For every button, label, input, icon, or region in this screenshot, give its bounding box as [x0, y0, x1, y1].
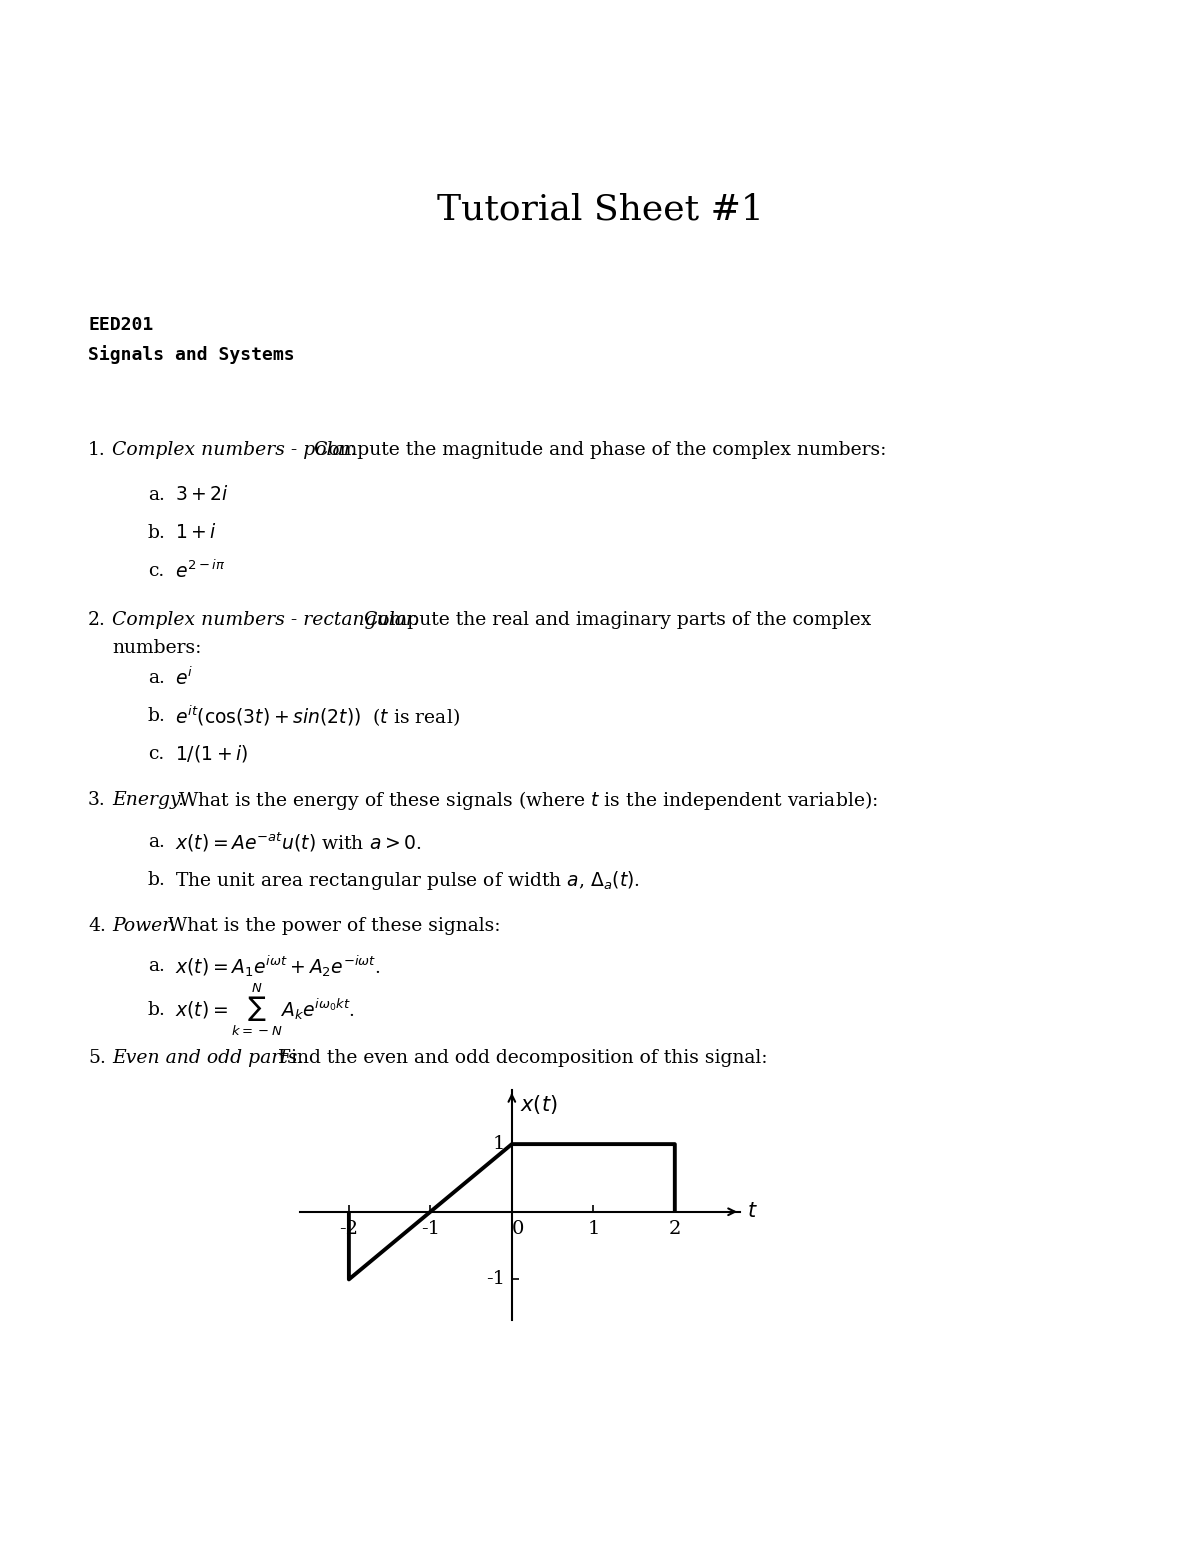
Text: b.: b.: [148, 871, 166, 888]
Text: $x(t) = Ae^{-at}u(t)$ with $a > 0$.: $x(t) = Ae^{-at}u(t)$ with $a > 0$.: [175, 831, 421, 854]
Text: $1 + i$: $1 + i$: [175, 523, 217, 542]
Text: 3.: 3.: [88, 790, 106, 809]
Text: Even and odd parts.: Even and odd parts.: [112, 1048, 304, 1067]
Text: 2: 2: [668, 1221, 682, 1238]
Text: c.: c.: [148, 745, 164, 763]
Text: b.: b.: [148, 707, 166, 725]
Text: $e^{2-i\pi}$: $e^{2-i\pi}$: [175, 561, 226, 582]
Text: 5.: 5.: [88, 1048, 106, 1067]
Text: Power.: Power.: [112, 916, 175, 935]
Text: The unit area rectangular pulse of width $a$, $\Delta_a(t)$.: The unit area rectangular pulse of width…: [175, 868, 640, 891]
Text: Find the even and odd decomposition of this signal:: Find the even and odd decomposition of t…: [278, 1048, 768, 1067]
Text: $x(t) = A_1 e^{i\omega t} + A_2 e^{-i\omega t}$.: $x(t) = A_1 e^{i\omega t} + A_2 e^{-i\om…: [175, 954, 380, 978]
Text: 1: 1: [587, 1221, 600, 1238]
Text: 1.: 1.: [88, 441, 106, 460]
Text: What is the power of these signals:: What is the power of these signals:: [168, 916, 500, 935]
Text: a.: a.: [148, 669, 164, 686]
Text: 4.: 4.: [88, 916, 106, 935]
Text: b.: b.: [148, 523, 166, 542]
Text: Complex numbers - polar.: Complex numbers - polar.: [112, 441, 356, 460]
Text: Signals and Systems: Signals and Systems: [88, 345, 295, 365]
Text: -1: -1: [421, 1221, 440, 1238]
Text: What is the energy of these signals (where $t$ is the independent variable):: What is the energy of these signals (whe…: [178, 789, 878, 812]
Text: 0: 0: [512, 1221, 524, 1238]
Text: Tutorial Sheet #1: Tutorial Sheet #1: [437, 193, 763, 227]
Text: $1/(1 + i)$: $1/(1 + i)$: [175, 744, 248, 764]
Text: Complex numbers - rectangular.: Complex numbers - rectangular.: [112, 610, 419, 629]
Text: Energy.: Energy.: [112, 790, 184, 809]
Text: $x(t) = \sum_{k=-N}^{N} A_k e^{i\omega_0 kt}$.: $x(t) = \sum_{k=-N}^{N} A_k e^{i\omega_0…: [175, 981, 355, 1037]
Text: $e^{it}(\cos(3t) + sin(2t))$  ($t$ is real): $e^{it}(\cos(3t) + sin(2t))$ ($t$ is rea…: [175, 704, 460, 728]
Text: EED201: EED201: [88, 315, 154, 334]
Text: $3 + 2i$: $3 + 2i$: [175, 486, 229, 505]
Text: b.: b.: [148, 1002, 166, 1019]
Text: Compute the real and imaginary parts of the complex: Compute the real and imaginary parts of …: [364, 610, 871, 629]
Text: a.: a.: [148, 832, 164, 851]
Text: numbers:: numbers:: [112, 638, 202, 657]
Text: a.: a.: [148, 957, 164, 975]
Text: $t$: $t$: [746, 1202, 757, 1221]
Text: 2.: 2.: [88, 610, 106, 629]
Text: c.: c.: [148, 562, 164, 579]
Text: $x(t)$: $x(t)$: [520, 1093, 558, 1117]
Text: -1: -1: [486, 1270, 505, 1289]
Text: a.: a.: [148, 486, 164, 505]
Text: 1: 1: [493, 1135, 505, 1154]
Text: -2: -2: [340, 1221, 359, 1238]
Text: Compute the magnitude and phase of the complex numbers:: Compute the magnitude and phase of the c…: [314, 441, 887, 460]
Text: $e^{i}$: $e^{i}$: [175, 666, 193, 690]
